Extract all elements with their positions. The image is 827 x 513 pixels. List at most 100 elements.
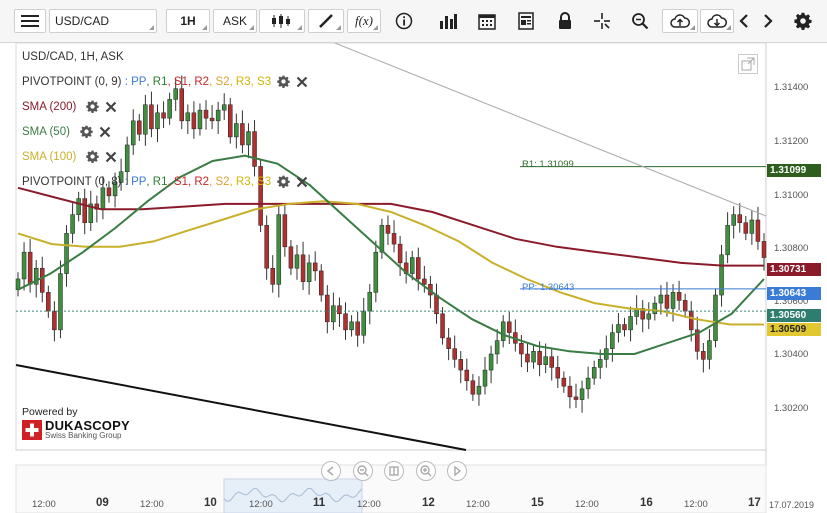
candle-body: [319, 270, 324, 296]
candle-body: [221, 104, 227, 111]
side-selector[interactable]: ASK: [213, 9, 257, 33]
candle-body: [82, 198, 87, 223]
candle-body: [731, 214, 736, 226]
candle-body: [561, 377, 567, 387]
pivot1-close-icon[interactable]: [296, 76, 308, 88]
x-tick-day: 11: [313, 497, 326, 509]
pivot1-r2: , R2: [187, 75, 210, 88]
candle-body: [519, 343, 524, 355]
candle-body: [355, 321, 360, 336]
rewind-button[interactable]: [321, 461, 341, 481]
sma100-settings-gear-icon[interactable]: [86, 150, 100, 163]
pivot2-r2: , R2: [187, 175, 210, 188]
x-tick-day: 10: [204, 497, 217, 509]
next-button[interactable]: [758, 9, 778, 33]
chart-area[interactable]: USD/CAD, 1H, ASK PIVOTPOINT (0, 9) : PP …: [0, 43, 827, 513]
candle-body: [525, 353, 530, 363]
symbol-selector[interactable]: USD/CAD: [49, 9, 157, 33]
play-button[interactable]: [447, 461, 467, 481]
pivot2-r1: , R1: [146, 175, 168, 188]
zoom-in-button[interactable]: [416, 461, 436, 481]
info-button[interactable]: [391, 9, 417, 33]
candle-body: [640, 308, 645, 320]
candle-body: [488, 353, 494, 371]
volume-button[interactable]: [435, 9, 461, 33]
x-tick-day: 15: [531, 497, 544, 509]
x-tick: 12:00: [684, 499, 708, 510]
sma200-name: SMA (200): [22, 100, 77, 113]
price-chart[interactable]: [0, 43, 827, 513]
play-icon: [454, 465, 462, 477]
zoom-button[interactable]: [626, 9, 654, 33]
candle-body: [761, 241, 767, 258]
sma200-close-icon[interactable]: [105, 101, 117, 113]
candle-body: [646, 313, 652, 320]
candle-body: [416, 257, 421, 280]
candle-body: [749, 219, 755, 234]
candle-body: [616, 324, 621, 333]
candle-body: [282, 214, 288, 248]
dropdown-corner-icon: [202, 25, 207, 30]
candle-body: [440, 313, 445, 339]
news-icon: [518, 12, 534, 30]
candle-body: [88, 203, 94, 223]
candle-body: [567, 385, 573, 398]
x-tick-date: 17.07.2019: [769, 500, 815, 510]
candle-body: [688, 310, 694, 331]
upper-trend-line: [334, 43, 767, 217]
indicators-button[interactable]: f(x): [347, 9, 381, 33]
draw-button[interactable]: [308, 9, 344, 33]
candle-body: [622, 324, 627, 331]
prev-button[interactable]: [734, 9, 754, 33]
y-tick: 1.30600: [774, 296, 809, 307]
pivot2-close-icon[interactable]: [296, 176, 308, 188]
candlestick-type-icon: [272, 14, 290, 28]
prev-arrow-icon: [739, 14, 748, 28]
candle-body: [100, 187, 106, 210]
timeframe-selector[interactable]: 1H: [166, 9, 210, 33]
last-price-badge: 1.30560: [767, 309, 821, 322]
settings-gear-icon: [794, 12, 812, 30]
sma50-close-icon[interactable]: [99, 126, 111, 138]
candle-body: [597, 359, 603, 368]
rewind-icon: [326, 466, 334, 476]
pivot1-settings-gear-icon[interactable]: [277, 75, 290, 88]
candle-body: [755, 219, 761, 242]
candle-body: [482, 369, 488, 387]
volume-bars-icon: [440, 14, 457, 29]
settings-button[interactable]: [791, 9, 815, 33]
sma100-close-icon[interactable]: [105, 151, 117, 163]
sma200-line: [17, 186, 764, 267]
x-tick-day: 12: [422, 497, 435, 509]
zoom-out-button[interactable]: [353, 461, 373, 481]
navigator-window: [223, 478, 363, 513]
zoom-icon: [632, 13, 649, 30]
lock-button[interactable]: [551, 9, 579, 33]
candle-body: [349, 321, 354, 331]
pivot2-settings-gear-icon[interactable]: [277, 175, 290, 188]
download-button[interactable]: [700, 9, 734, 33]
candle-body: [725, 225, 730, 256]
popout-button[interactable]: [738, 54, 758, 74]
reset-view-button[interactable]: [384, 461, 404, 481]
crosshair-icon: [594, 13, 610, 29]
popout-icon: [741, 57, 755, 71]
candle-body: [676, 292, 682, 301]
pivot1-pp: : PP: [124, 75, 147, 88]
sma50-settings-gear-icon[interactable]: [80, 125, 93, 138]
next-arrow-icon: [764, 14, 773, 28]
sma200-settings-gear-icon[interactable]: [86, 100, 100, 113]
side-label: ASK: [222, 14, 247, 28]
download-cloud-icon: [707, 14, 727, 28]
zoom-out-icon: [357, 465, 369, 477]
upload-button[interactable]: [662, 9, 698, 33]
candle-body: [543, 356, 548, 365]
draw-line-icon: [319, 14, 333, 28]
chart-type-button[interactable]: [259, 9, 305, 33]
candle-body: [288, 246, 294, 269]
menu-button[interactable]: [14, 9, 46, 33]
news-button[interactable]: [512, 9, 540, 33]
candle-body: [106, 187, 112, 197]
crosshair-button[interactable]: [588, 9, 616, 33]
calendar-button[interactable]: [473, 9, 501, 33]
